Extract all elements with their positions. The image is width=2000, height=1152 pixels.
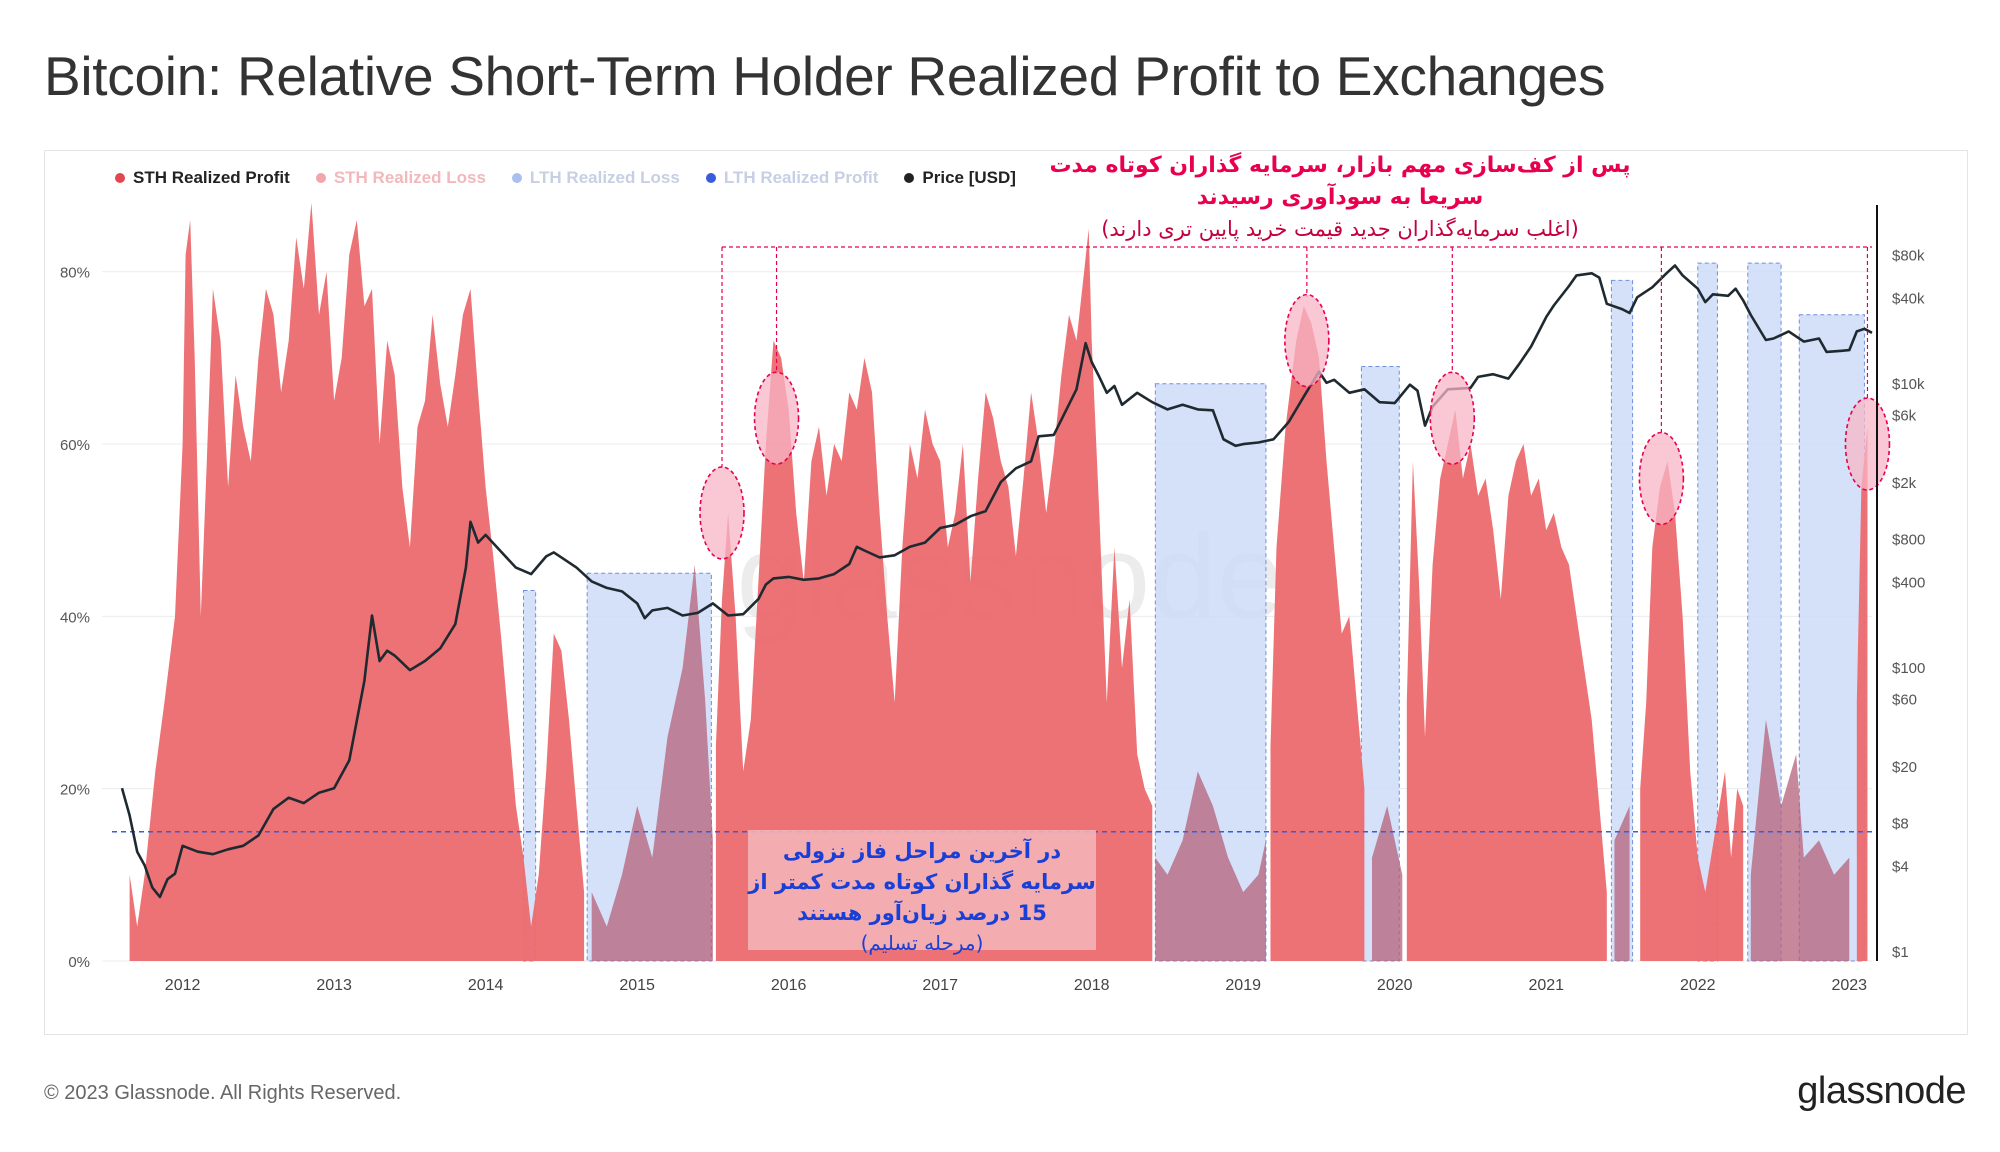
y-left-tick-3: 60% [60, 437, 90, 454]
sth-profit-area-1 [715, 228, 1153, 962]
sth-loss-area-3 [1614, 805, 1630, 961]
legend-label: LTH Realized Profit [723, 168, 879, 187]
x-tick-0: 2012 [165, 977, 201, 994]
legend-item-0[interactable]: STH Realized Profit [115, 168, 290, 188]
sth-loss-area-0 [591, 564, 713, 961]
x-tick-9: 2021 [1528, 977, 1564, 994]
y-right-tick-10: $10k [1892, 376, 1925, 393]
highlight-marker-4 [1638, 431, 1685, 526]
highlight-marker-3 [1429, 371, 1476, 465]
y-left-tick-2: 40% [60, 609, 90, 626]
y-right-tick-1: $4 [1892, 858, 1909, 875]
y-right-tick-6: $400 [1892, 574, 1925, 591]
legend-item-4[interactable]: Price [USD] [904, 168, 1016, 188]
page-title: Bitcoin: Relative Short-Term Holder Real… [44, 45, 1606, 107]
legend-label: STH Realized Loss [333, 168, 486, 187]
price-line [120, 264, 1873, 899]
lth-window-5 [1697, 262, 1718, 962]
footer-copyright: © 2023 Glassnode. All Rights Reserved. [44, 1082, 402, 1104]
x-tick-4: 2016 [771, 977, 807, 994]
highlight-marker-2 [1284, 293, 1330, 388]
legend-label: LTH Realized Loss [529, 168, 680, 187]
lth-window-4 [1610, 279, 1634, 962]
y-right-tick-2: $8 [1892, 816, 1909, 833]
capitulation-annotation: در آخرین مراحل فاز نزولی سرمایه گذاران ک… [748, 830, 1096, 955]
highlight-marker-5 [1844, 397, 1891, 491]
y-right-tick-8: $2k [1892, 475, 1917, 492]
chart-legend: STH Realized Profit STH Realized Loss LTH … [115, 168, 1016, 188]
x-tick-5: 2017 [922, 977, 958, 994]
y-right-tick-7: $800 [1892, 532, 1925, 549]
capitulation-annotation-title: در آخرین مراحل فاز نزولی سرمایه گذاران ک… [748, 839, 1096, 925]
sth-loss-area-4 [1750, 719, 1850, 961]
sth-profit-area-2 [1270, 306, 1365, 961]
highlight-marker-1 [753, 371, 800, 465]
legend-item-1[interactable]: STH Realized Loss [315, 168, 486, 188]
legend-item-3[interactable]: LTH Realized Profit [705, 168, 879, 188]
x-tick-7: 2019 [1225, 977, 1261, 994]
x-tick-10: 2022 [1680, 977, 1716, 994]
top-annotation: پس از کف‌سازی مهم بازار، سرمایه گذاران ک… [1020, 150, 1660, 244]
y-right-tick-3: $20 [1892, 759, 1917, 776]
legend-label: STH Realized Profit [133, 168, 290, 187]
y-right-tick-11: $40k [1892, 290, 1925, 307]
legend-dot-icon [315, 173, 326, 183]
sth-loss-area-2 [1372, 805, 1403, 961]
y-right-tick-4: $60 [1892, 691, 1917, 708]
y-right-tick-9: $6k [1892, 407, 1917, 424]
y-left-tick-0: 0% [68, 954, 90, 971]
y-right-tick-12: $80k [1892, 248, 1925, 265]
sth-profit-area-3 [1406, 409, 1607, 962]
sth-profit-area-4 [1640, 461, 1744, 961]
legend-dot-icon [705, 173, 716, 183]
sth-profit-area-5 [1856, 426, 1868, 961]
legend-item-2[interactable]: LTH Realized Loss [511, 168, 680, 188]
x-tick-8: 2020 [1377, 977, 1413, 994]
legend-dot-icon [511, 173, 522, 183]
x-tick-11: 2023 [1831, 977, 1867, 994]
y-left-tick-1: 20% [60, 782, 90, 799]
legend-label: Price [USD] [922, 168, 1016, 187]
x-tick-3: 2015 [619, 977, 655, 994]
x-tick-1: 2013 [316, 977, 352, 994]
y-right-tick-0: $1 [1892, 944, 1909, 961]
sth-profit-area-0 [129, 202, 585, 962]
x-tick-2: 2014 [468, 977, 504, 994]
top-annotation-subtitle: (اغلب سرمایه‌گذاران جدید قیمت خرید پایین… [1101, 217, 1579, 241]
footer-logo[interactable]: glassnode [1797, 1070, 1966, 1112]
top-annotation-title: پس از کف‌سازی مهم بازار، سرمایه گذاران ک… [1049, 153, 1631, 210]
x-tick-6: 2018 [1074, 977, 1110, 994]
legend-dot-icon [115, 173, 125, 183]
capitulation-annotation-subtitle: (مرحله تسلیم) [860, 931, 984, 955]
highlight-marker-0 [699, 466, 745, 560]
legend-dot-icon [904, 173, 915, 183]
y-right-tick-5: $100 [1892, 660, 1925, 677]
y-left-tick-4: 80% [60, 265, 90, 282]
sth-loss-area-1 [1155, 771, 1266, 961]
